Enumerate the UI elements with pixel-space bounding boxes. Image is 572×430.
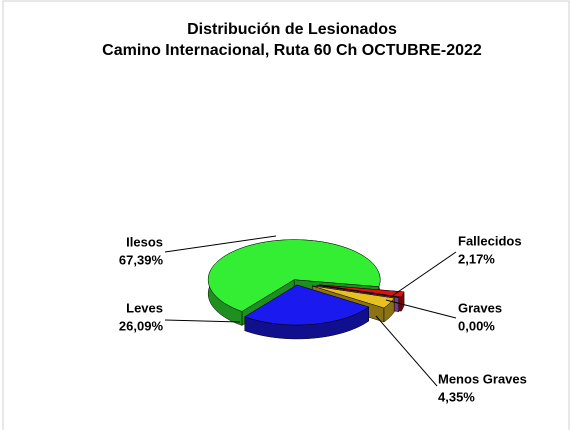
- chart-title: Distribución de Lesionados: [187, 21, 397, 38]
- slice: [207, 239, 381, 312]
- value-label: 4,35%: [438, 389, 475, 404]
- slice-label: Menos Graves: [438, 371, 527, 386]
- leader-line: [391, 251, 457, 297]
- leader-line: [375, 315, 438, 387]
- value-label: 26,09%: [119, 318, 164, 333]
- slice-label: Graves: [458, 300, 502, 315]
- slice-label: Leves: [126, 300, 163, 315]
- value-label: 2,17%: [458, 251, 495, 266]
- slice: [244, 284, 370, 326]
- value-label: 0,00%: [458, 318, 495, 333]
- slice-label: Fallecidos: [458, 233, 522, 248]
- value-label: 67,39%: [119, 252, 164, 267]
- leader-line: [164, 235, 277, 253]
- chart-subtitle: Camino Internacional, Ruta 60 Ch OCTUBRE…: [102, 42, 482, 59]
- slice: [312, 285, 395, 309]
- slice: [319, 284, 405, 298]
- slice: [316, 285, 399, 298]
- slice-label: Ilesos: [126, 234, 163, 249]
- leader-line: [164, 319, 241, 323]
- leader-line: [385, 299, 457, 319]
